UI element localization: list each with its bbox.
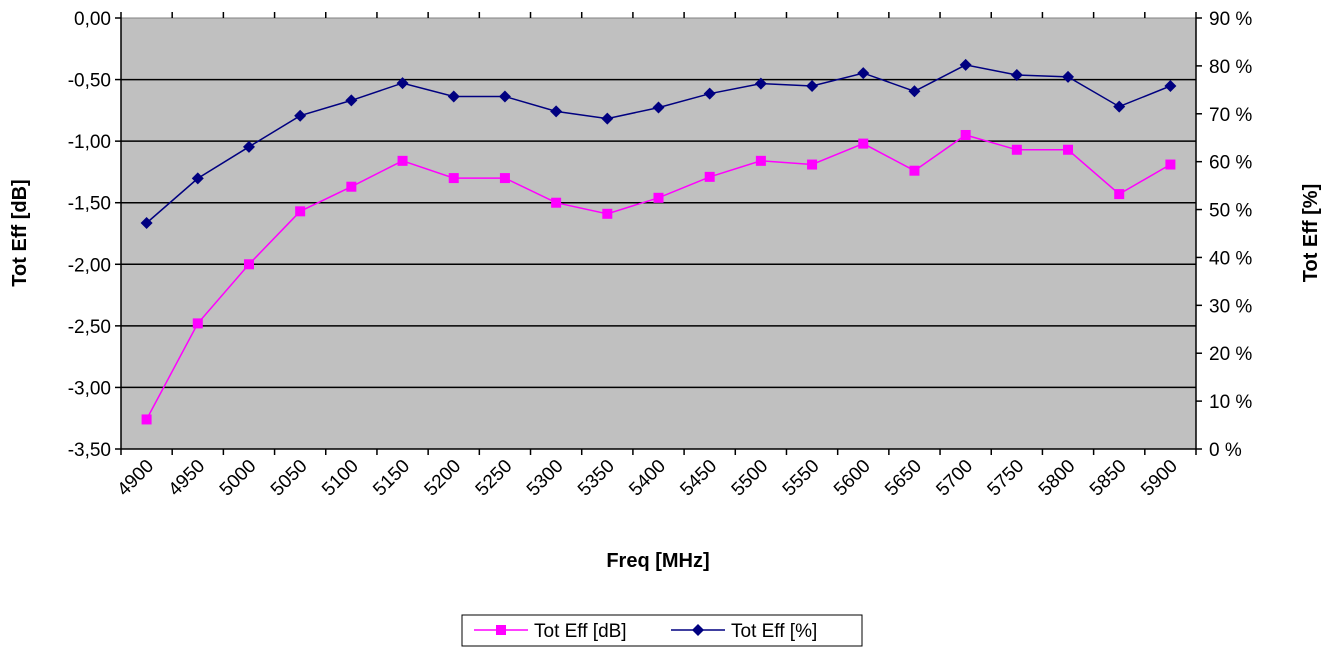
y-left-tick-label: -3,00 bbox=[68, 378, 111, 399]
x-tick-label: 5800 bbox=[1035, 456, 1080, 501]
data-point-db bbox=[243, 259, 254, 270]
data-point-db bbox=[1011, 144, 1022, 155]
y-left-tick-label: -0,50 bbox=[68, 71, 111, 92]
x-tick-label: 4900 bbox=[113, 456, 158, 501]
y-axis-title-left: Tot Eff [dB] bbox=[9, 179, 31, 286]
data-point-pct bbox=[1164, 80, 1177, 93]
data-point-db bbox=[499, 173, 510, 184]
data-point-db bbox=[909, 165, 920, 176]
y-right-tick-label: 10 % bbox=[1209, 392, 1252, 413]
x-tick-label: 5050 bbox=[267, 456, 312, 501]
y-right-tick-label: 90 % bbox=[1209, 9, 1252, 30]
y-left-tick-label: -2,50 bbox=[68, 317, 111, 338]
legend-label-pct: Tot Eff [%] bbox=[731, 621, 817, 642]
data-point-db bbox=[295, 206, 306, 217]
axes bbox=[120, 18, 1197, 450]
legend: Tot Eff [dB] Tot Eff [%] bbox=[461, 614, 863, 647]
legend-marker-pct bbox=[692, 624, 704, 636]
y-left-tick-label: -1,50 bbox=[68, 194, 111, 215]
ticks bbox=[115, 12, 1202, 455]
data-point-pct bbox=[703, 87, 716, 100]
x-tick-label: 5600 bbox=[830, 456, 875, 501]
x-tick-label: 5750 bbox=[984, 456, 1029, 501]
y-left-tick-label: -3,50 bbox=[68, 440, 111, 461]
data-point-db bbox=[346, 181, 357, 192]
y-right-tick-label: 20 % bbox=[1209, 344, 1252, 365]
y-right-tick-label: 80 % bbox=[1209, 57, 1252, 78]
data-point-db bbox=[755, 155, 766, 166]
y-left-tick-label: -2,00 bbox=[68, 255, 111, 276]
data-point-db bbox=[448, 173, 459, 184]
data-point-pct bbox=[294, 109, 307, 122]
data-point-pct bbox=[396, 77, 409, 90]
x-tick-label: 5100 bbox=[318, 456, 363, 501]
data-point-pct bbox=[959, 58, 972, 71]
x-tick-labels: 4900 4950 5000 5050 5100 5150 5200 5250 5300 5350… bbox=[113, 456, 1182, 501]
data-point-pct bbox=[550, 105, 563, 118]
data-point-pct bbox=[242, 140, 255, 153]
x-tick-label: 4950 bbox=[165, 456, 210, 501]
plot-area bbox=[120, 17, 1197, 450]
x-tick-label: 5000 bbox=[216, 456, 261, 501]
data-point-db bbox=[551, 197, 562, 208]
data-point-pct bbox=[1113, 100, 1126, 113]
x-axis-title: Freq [MHz] bbox=[606, 550, 709, 572]
data-point-pct bbox=[1010, 68, 1023, 81]
y-right-tick-label: 40 % bbox=[1209, 248, 1252, 269]
x-tick-label: 5700 bbox=[932, 456, 977, 501]
data-point-pct bbox=[140, 216, 153, 229]
x-tick-label: 5150 bbox=[369, 456, 414, 501]
data-point-pct bbox=[447, 90, 460, 103]
x-tick-label: 5350 bbox=[574, 456, 619, 501]
data-point-pct bbox=[601, 112, 614, 125]
data-point-db bbox=[1165, 159, 1176, 170]
legend-label-db: Tot Eff [dB] bbox=[534, 621, 627, 642]
y-right-tick-label: 30 % bbox=[1209, 296, 1252, 317]
x-tick-label: 5850 bbox=[1086, 456, 1131, 501]
data-point-pct bbox=[1062, 70, 1075, 83]
x-tick-label: 5250 bbox=[472, 456, 517, 501]
data-point-db bbox=[807, 159, 818, 170]
right-tick-labels: 90 % 80 % 70 % 60 % 50 % 40 % 30 % 20 % 10 % 0 % bbox=[1209, 9, 1252, 461]
x-tick-label: 5500 bbox=[728, 456, 773, 501]
x-tick-label: 5550 bbox=[779, 456, 824, 501]
data-point-db bbox=[653, 192, 664, 203]
legend-box bbox=[461, 614, 863, 647]
y-right-tick-label: 0 % bbox=[1209, 440, 1242, 461]
data-point-db bbox=[397, 155, 408, 166]
data-point-db bbox=[1114, 189, 1125, 200]
data-point-pct bbox=[345, 94, 358, 107]
data-point-pct bbox=[857, 67, 870, 80]
data-point-db bbox=[960, 129, 971, 140]
x-tick-label: 5200 bbox=[421, 456, 466, 501]
data-point-db bbox=[141, 414, 152, 425]
series-layer bbox=[140, 58, 1177, 425]
y-right-tick-label: 70 % bbox=[1209, 105, 1252, 126]
data-point-pct bbox=[806, 80, 819, 93]
legend-marker-db bbox=[496, 625, 506, 635]
data-point-pct bbox=[908, 85, 921, 98]
data-point-pct bbox=[754, 77, 767, 90]
data-point-db bbox=[192, 318, 203, 329]
x-tick-label: 5300 bbox=[523, 456, 568, 501]
y-left-tick-label: 0,00 bbox=[74, 9, 111, 30]
y-right-tick-label: 60 % bbox=[1209, 153, 1252, 174]
data-point-db bbox=[858, 138, 869, 149]
data-point-db bbox=[1063, 144, 1074, 155]
data-point-pct bbox=[191, 172, 204, 185]
x-tick-label: 5450 bbox=[676, 456, 721, 501]
y-right-tick-label: 50 % bbox=[1209, 201, 1252, 222]
data-point-pct bbox=[652, 101, 665, 114]
data-point-pct bbox=[498, 90, 511, 103]
x-tick-label: 5400 bbox=[625, 456, 670, 501]
x-tick-label: 5650 bbox=[881, 456, 926, 501]
left-tick-labels: 0,00 -0,50 -1,00 -1,50 -2,00 -2,50 -3,00 -3,50 bbox=[68, 9, 111, 461]
y-left-tick-label: -1,00 bbox=[68, 132, 111, 153]
y-axis-title-right: Tot Eff [%] bbox=[1300, 184, 1322, 283]
data-point-db bbox=[602, 208, 613, 219]
data-point-db bbox=[704, 171, 715, 182]
x-tick-label: 5900 bbox=[1137, 456, 1182, 501]
